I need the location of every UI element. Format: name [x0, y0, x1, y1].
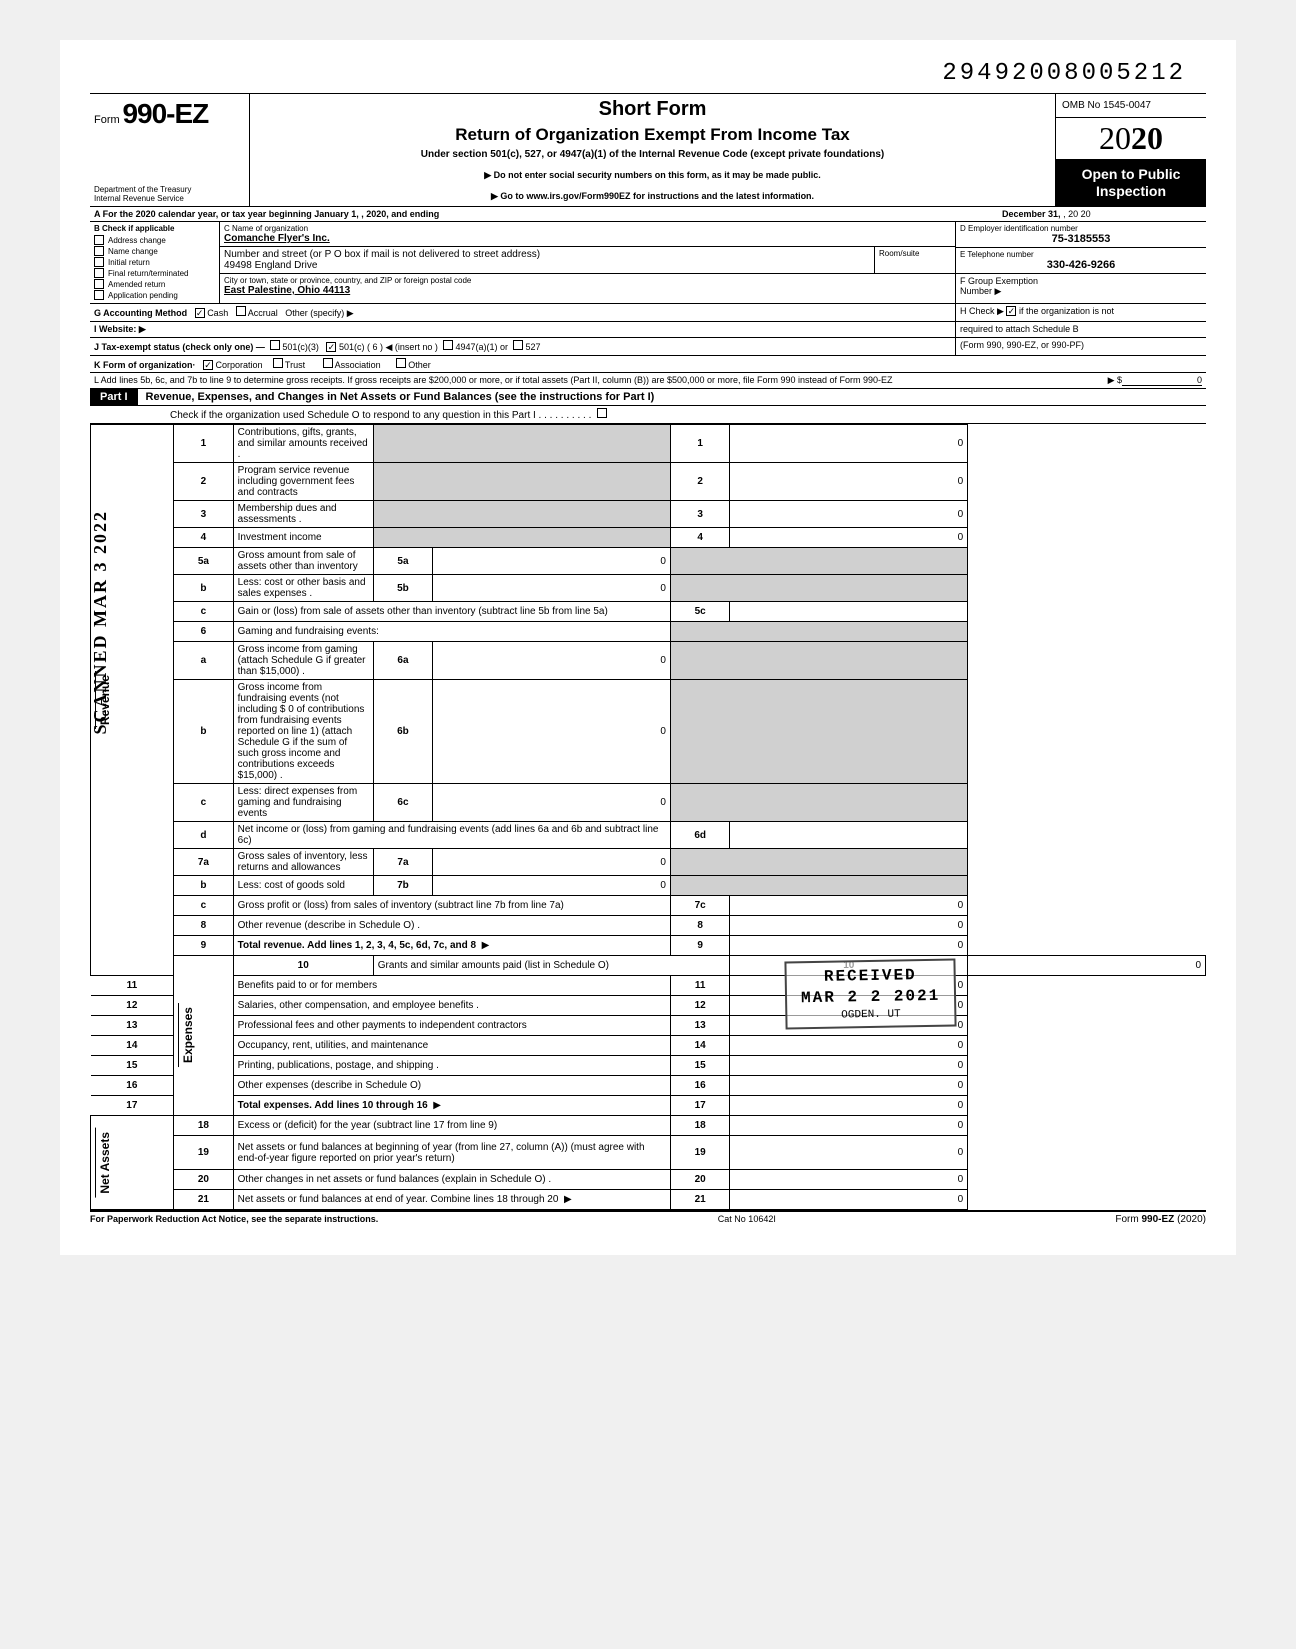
ein-value: 75-3185553	[960, 233, 1202, 245]
check-501c[interactable]: ✓	[326, 342, 336, 352]
header-left: Form 990-EZ Department of the Treasury I…	[90, 94, 250, 206]
line-2-val: 0	[730, 463, 968, 501]
line-7b-val: 0	[433, 876, 671, 896]
row-j-tax-status: J Tax-exempt status (check only one) — 5…	[90, 338, 1206, 356]
line-6c-val: 0	[433, 784, 671, 822]
col-c-org-info: C Name of organization Comanche Flyer's …	[220, 222, 956, 303]
col-b-checkboxes: B Check if applicable Address change Nam…	[90, 222, 220, 303]
check-name-change[interactable]: Name change	[94, 246, 215, 256]
org-city: East Palestine, Ohio 44113	[224, 285, 951, 296]
treasury-dept: Department of the Treasury Internal Reve…	[94, 186, 245, 204]
form-prefix: Form	[94, 114, 120, 126]
line-18-val: 0	[730, 1116, 968, 1136]
row-g-accounting: G Accounting Method ✓ Cash Accrual Other…	[90, 304, 1206, 322]
line-17-val: 0	[730, 1096, 968, 1116]
check-final-return[interactable]: Final return/terminated	[94, 268, 215, 278]
revenue-label: Revenue	[95, 671, 114, 729]
line-l-value: 0	[1122, 375, 1202, 386]
header-center: Short Form Return of Organization Exempt…	[250, 94, 1056, 206]
line-21-val: 0	[730, 1190, 968, 1210]
received-stamp: RECEIVED MAR 2 2 2021 OGDEN. UT	[784, 959, 956, 1030]
expenses-label: Expenses	[178, 1003, 197, 1067]
check-h[interactable]: ✓	[1006, 306, 1016, 316]
line-20-val: 0	[730, 1170, 968, 1190]
row-i-website: I Website: ▶ required to attach Schedule…	[90, 322, 1206, 338]
line-3-val: 0	[730, 501, 968, 528]
goto-link: ▶ Go to www.irs.gov/Form990EZ for instru…	[256, 191, 1049, 202]
part1-header: Part I Revenue, Expenses, and Changes in…	[90, 389, 1206, 406]
line-7c-val: 0	[730, 896, 968, 916]
line-19-val: 0	[730, 1136, 968, 1170]
check-cash[interactable]: ✓	[195, 308, 205, 318]
org-name: Comanche Flyer's Inc.	[224, 233, 951, 244]
line-4-val: 0	[730, 528, 968, 548]
check-accrual[interactable]	[236, 306, 246, 316]
footer: For Paperwork Reduction Act Notice, see …	[90, 1210, 1206, 1225]
cat-no: Cat No 10642I	[718, 1214, 776, 1225]
warning: ▶ Do not enter social security numbers o…	[256, 170, 1049, 181]
check-corp[interactable]: ✓	[203, 360, 213, 370]
check-4947[interactable]	[443, 340, 453, 350]
part1-sub: Check if the organization used Schedule …	[90, 406, 1206, 424]
form-number: 990-EZ	[122, 98, 208, 129]
telephone-value: 330-426-9266	[960, 259, 1202, 271]
header-right: OMB No 1545-0047 2020 Open to Public Ins…	[1056, 94, 1206, 206]
line-6a-val: 0	[433, 642, 671, 680]
line-16-val: 0	[730, 1076, 968, 1096]
line-5b-val: 0	[433, 575, 671, 602]
check-schedule-o[interactable]	[597, 408, 607, 418]
line-5a-val: 0	[433, 548, 671, 575]
omb-number: OMB No 1545-0047	[1056, 94, 1206, 118]
check-address-change[interactable]: Address change	[94, 235, 215, 245]
block-bcdef: B Check if applicable Address change Nam…	[90, 222, 1206, 304]
line-6d-val	[730, 822, 968, 849]
check-application-pending[interactable]: Application pending	[94, 290, 215, 300]
return-title: Return of Organization Exempt From Incom…	[256, 125, 1049, 145]
subtitle: Under section 501(c), 527, or 4947(a)(1)…	[256, 149, 1049, 160]
open-to-public: Open to Public Inspection	[1056, 160, 1206, 206]
part1-table: Revenue 1Contributions, gifts, grants, a…	[90, 424, 1206, 1210]
line-10-val: 0	[968, 956, 1206, 976]
line-1-val: 0	[730, 425, 968, 463]
form-header: Form 990-EZ Department of the Treasury I…	[90, 93, 1206, 206]
line-5c-val	[730, 602, 968, 622]
check-501c3[interactable]	[270, 340, 280, 350]
short-form-title: Short Form	[256, 98, 1049, 121]
line-8-val: 0	[730, 916, 968, 936]
line-6b-val: 0	[433, 680, 671, 784]
net-assets-label: Net Assets	[95, 1128, 114, 1198]
room-suite-label: Room/suite	[875, 247, 955, 273]
org-street: 49498 England Drive	[224, 260, 870, 271]
check-527[interactable]	[513, 340, 523, 350]
tax-year: 2020	[1056, 118, 1206, 160]
row-a-tax-year: A For the 2020 calendar year, or tax yea…	[90, 206, 1206, 222]
row-k-org-form: K Form of organization· ✓ Corporation Tr…	[90, 356, 1206, 373]
row-h: H Check ▶ ✓ if the organization is not	[956, 304, 1206, 321]
line-9-val: 0	[730, 936, 968, 956]
check-initial-return[interactable]: Initial return	[94, 257, 215, 267]
check-amended[interactable]: Amended return	[94, 279, 215, 289]
check-assoc[interactable]	[323, 358, 333, 368]
form-page: 29492008005212 Form 990-EZ Department of…	[60, 40, 1236, 1255]
line-14-val: 0	[730, 1036, 968, 1056]
line-15-val: 0	[730, 1056, 968, 1076]
col-def: D Employer identification number 75-3185…	[956, 222, 1206, 303]
check-trust[interactable]	[273, 358, 283, 368]
line-7a-val: 0	[433, 849, 671, 876]
check-other[interactable]	[396, 358, 406, 368]
row-l-gross-receipts: L Add lines 5b, 6c, and 7b to line 9 to …	[90, 373, 1206, 389]
dln-number: 29492008005212	[90, 60, 1206, 87]
